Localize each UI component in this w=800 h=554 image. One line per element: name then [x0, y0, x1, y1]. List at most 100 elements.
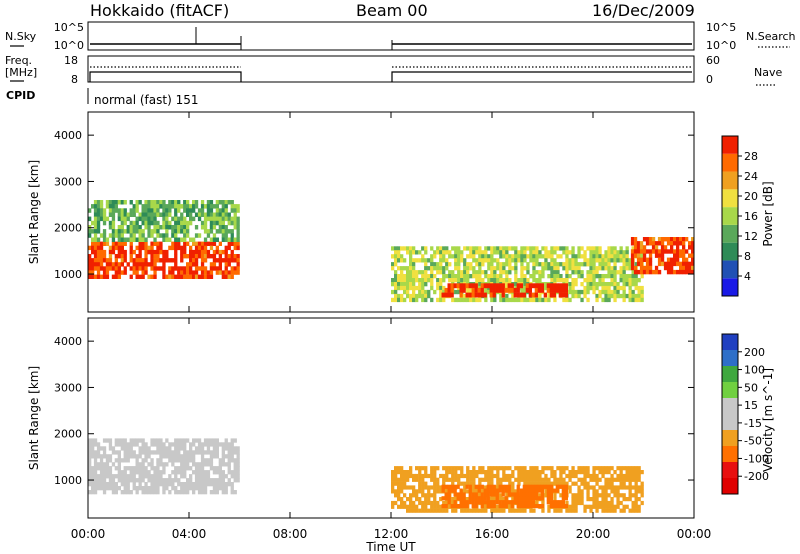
heatmap-cell-region-1 [126, 225, 130, 230]
heatmap-cell-region-1 [565, 508, 569, 513]
heatmap-cell-region-0 [123, 446, 127, 451]
heatmap-cell-region-2 [532, 278, 536, 283]
heatmap-cell-region-1 [568, 470, 572, 475]
heatmap-cell-region-3 [498, 287, 502, 293]
heatmap-cell-region-0 [168, 478, 172, 483]
heatmap-cell-region-1 [451, 473, 455, 479]
heatmap-cell-region-0 [183, 266, 187, 271]
heatmap-cell-region-0 [174, 249, 178, 255]
heatmap-cell-region-0 [153, 241, 157, 246]
heatmap-cell-region-1 [108, 220, 113, 226]
heatmap-cell-region-2 [628, 258, 632, 263]
heatmap-cell-region-2 [598, 289, 602, 295]
heatmap-cell-region-2 [634, 262, 638, 267]
heatmap-cell-region-2 [493, 270, 497, 275]
heatmap-cell-region-1 [505, 466, 509, 471]
heatmap-cell-region-1 [442, 477, 446, 482]
heatmap-cell-region-2 [436, 266, 440, 271]
heatmap-cell-region-1 [424, 497, 428, 502]
heatmap-cell-region-0 [120, 458, 124, 463]
heatmap-cell-region-0 [102, 466, 107, 471]
heatmap-cell-region-2 [460, 278, 464, 283]
heatmap-cell-region-1 [586, 481, 590, 486]
heatmap-cell-region-0 [141, 466, 145, 471]
heatmap-cell-region-0 [132, 450, 136, 455]
heatmap-cell-region-0 [203, 249, 208, 255]
heatmap-cell-region-4 [673, 237, 677, 242]
heatmap-cell-region-1 [397, 504, 401, 509]
heatmap-cell-region-0 [192, 454, 196, 459]
heatmap-cell-region-0 [159, 266, 163, 271]
heatmap-cell-region-3 [459, 287, 463, 293]
heatmap-cell-region-2 [454, 258, 458, 263]
heatmap-cell-region-1 [105, 216, 110, 222]
heatmap-cell-region-3 [558, 292, 562, 298]
heatmap-cell-region-0 [99, 249, 104, 255]
heatmap-cell-region-1 [412, 489, 416, 494]
heatmap-cell-region-1 [628, 493, 632, 498]
heatmap-cell-region-1 [619, 473, 623, 479]
heatmap-cell-region-1 [487, 470, 491, 475]
heatmap-cell-region-2 [468, 500, 472, 505]
heatmap-cell-region-2 [451, 278, 455, 283]
heatmap-cell-region-1 [547, 481, 551, 486]
heatmap-cell-region-1 [174, 220, 178, 226]
heatmap-cell-region-2 [640, 289, 644, 295]
heatmap-cell-region-2 [424, 282, 428, 287]
heatmap-cell-region-2 [427, 293, 431, 299]
heatmap-cell-region-1 [409, 466, 413, 471]
heatmap-cell-region-2 [409, 274, 413, 279]
colorbar-tick-label: 100 [744, 364, 765, 377]
heatmap-cell-region-1 [490, 477, 494, 482]
heatmap-cell-region-2 [418, 258, 422, 263]
heatmap-cell-region-1 [433, 473, 437, 479]
heatmap-cell-region-0 [227, 241, 231, 246]
heatmap-cell-region-0 [194, 438, 199, 443]
heatmap-cell-region-2 [550, 246, 554, 251]
heatmap-cell-region-2 [622, 282, 626, 287]
heatmap-cell-region-1 [236, 237, 240, 242]
heatmap-cell-region-1 [445, 466, 449, 471]
heatmap-cell-region-0 [114, 274, 118, 279]
heatmap-cell-region-1 [156, 200, 160, 205]
heatmap-cell-region-0 [91, 438, 95, 443]
heatmap-cell-region-0 [117, 474, 121, 479]
heatmap-cell-region-2 [535, 254, 539, 259]
heatmap-cell-region-2 [613, 278, 617, 283]
heatmap-cell-region-1 [171, 204, 175, 209]
heatmap-cell-region-1 [203, 204, 208, 209]
heatmap-cell-region-0 [108, 478, 113, 483]
heatmap-cell-region-0 [233, 490, 237, 495]
heatmap-cell-region-1 [556, 508, 560, 513]
heatmap-cell-region-0 [156, 254, 160, 259]
heatmap-cell-region-1 [224, 225, 228, 230]
heatmap-cell-region-2 [631, 270, 635, 275]
heatmap-cell-region-1 [174, 208, 178, 213]
heatmap-cell-region-0 [159, 458, 163, 463]
heatmap-cell-region-0 [150, 262, 154, 267]
power-y-label: Slant Range [km] [27, 160, 41, 264]
heatmap-cell-region-1 [192, 204, 196, 209]
heatmap-cell-region-0 [224, 249, 228, 255]
heatmap-cell-region-4 [679, 253, 683, 258]
heatmap-cell-region-1 [397, 481, 401, 486]
heatmap-cell-region-2 [538, 278, 542, 283]
heatmap-cell-region-2 [625, 258, 629, 263]
heatmap-cell-region-1 [538, 493, 542, 498]
heatmap-cell-region-2 [394, 262, 398, 267]
heatmap-cell-region-0 [171, 266, 175, 271]
heatmap-cell-region-0 [186, 254, 190, 259]
heatmap-cell-region-2 [520, 254, 524, 259]
heatmap-cell-region-1 [511, 508, 515, 513]
heatmap-cell-region-1 [595, 489, 599, 494]
heatmap-cell-region-1 [108, 204, 113, 209]
heatmap-cell-region-4 [688, 253, 692, 258]
heatmap-cell-region-4 [648, 265, 653, 271]
heatmap-cell-region-1 [159, 233, 163, 238]
heatmap-cell-region-1 [478, 493, 482, 498]
heatmap-cell-region-0 [174, 474, 178, 479]
heatmap-cell-region-0 [147, 470, 151, 475]
heatmap-cell-region-1 [91, 237, 95, 242]
heatmap-cell-region-1 [505, 473, 509, 479]
heatmap-cell-region-0 [117, 266, 121, 271]
